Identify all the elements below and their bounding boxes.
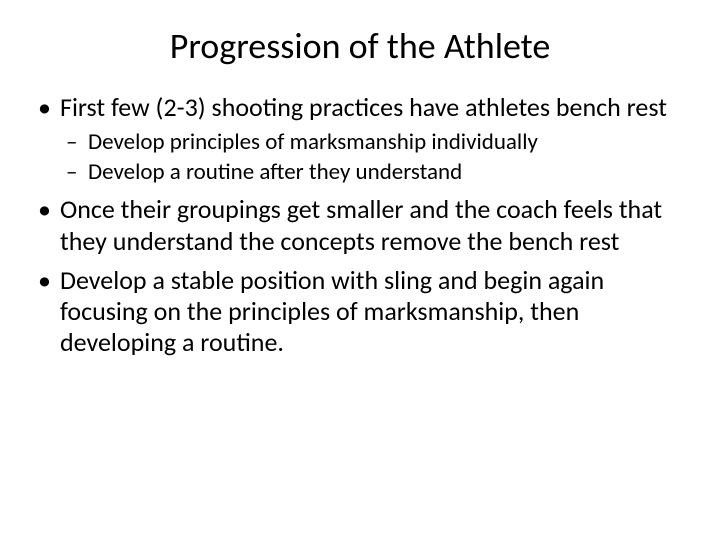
sub-bullet-text: Develop principles of marksmanship indiv… [88,128,538,156]
bullet-list: First few (2-3) shooting practices have … [30,92,690,358]
bullet-text: Develop a stable position with sling and… [60,264,604,358]
sub-bullet-item: Develop principles of marksmanship indiv… [60,129,690,157]
bullet-item: Develop a stable position with sling and… [30,265,690,359]
bullet-text: First few (2-3) shooting practices have … [60,91,667,123]
sub-bullet-text: Develop a routine after they understand [88,158,462,186]
bullet-item: First few (2-3) shooting practices have … [30,92,690,186]
bullet-item: Once their groupings get smaller and the… [30,194,690,256]
bullet-text: Once their groupings get smaller and the… [60,193,662,256]
slide-title: Progression of the Athlete [30,24,690,68]
slide: Progression of the Athlete First few (2-… [0,0,720,540]
sub-bullet-list: Develop principles of marksmanship indiv… [60,129,690,186]
sub-bullet-item: Develop a routine after they understand [60,159,690,187]
